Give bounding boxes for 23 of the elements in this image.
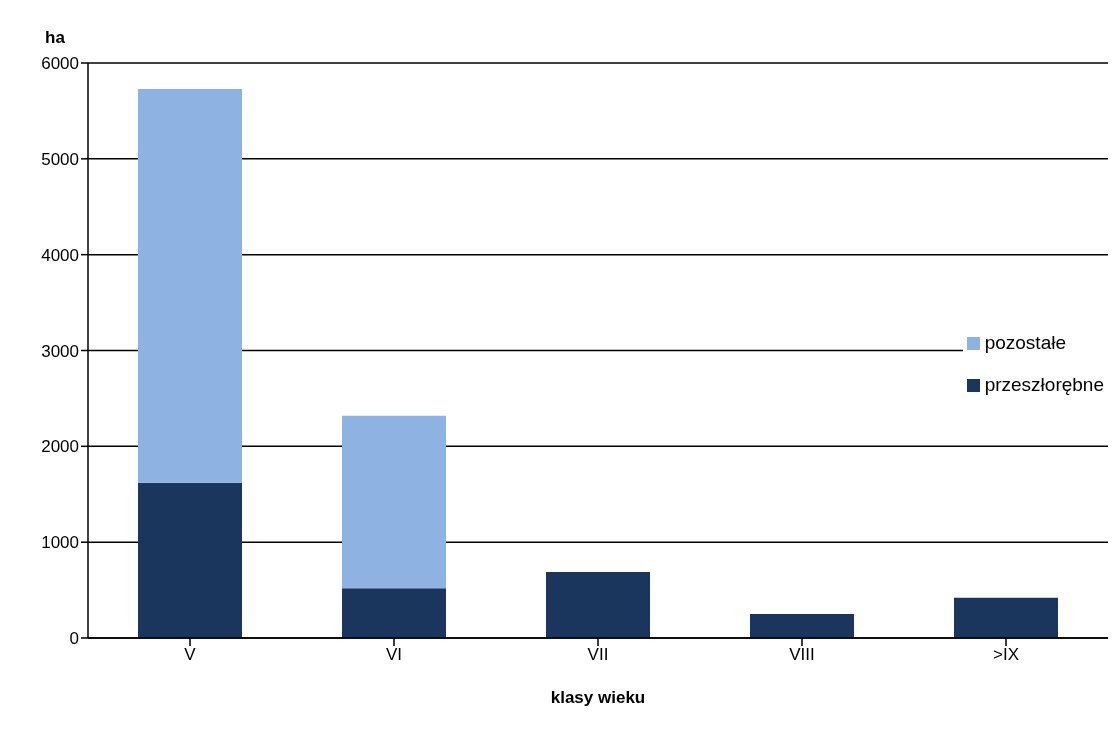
x-tick-label: >IX xyxy=(993,645,1019,665)
y-tick-label: 4000 xyxy=(41,245,79,265)
bar xyxy=(342,415,446,589)
x-tick-label: VIII xyxy=(789,645,815,665)
bar xyxy=(138,88,242,483)
x-tick-label: V xyxy=(184,645,197,665)
legend-label: przeszłorębne xyxy=(984,374,1104,396)
legend-label: pozostałe xyxy=(984,332,1066,354)
x-axis-title: klasy wieku xyxy=(550,688,646,707)
bar xyxy=(750,614,854,638)
bar xyxy=(342,588,446,638)
bar xyxy=(138,482,242,638)
y-tick-label: 3000 xyxy=(41,341,79,361)
y-axis-title: ha xyxy=(45,28,65,48)
bar xyxy=(954,597,1058,638)
y-tick-label: 6000 xyxy=(41,54,79,74)
y-tick-label: 1000 xyxy=(41,533,79,553)
x-tick-label: VI xyxy=(385,645,403,665)
y-tick-label: 0 xyxy=(69,629,79,649)
y-tick-label: 2000 xyxy=(41,437,79,457)
x-tick-label: VII xyxy=(587,645,609,665)
y-tick-label: 5000 xyxy=(41,149,79,169)
bar xyxy=(546,571,650,638)
